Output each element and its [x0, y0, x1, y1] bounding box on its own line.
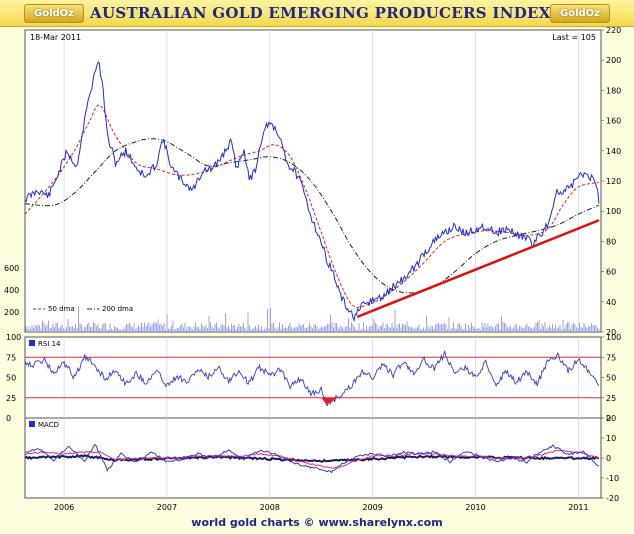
- x-tick-label: 2009: [362, 503, 382, 512]
- legend-macd: MACD: [38, 421, 59, 429]
- y-tick-label: 100: [606, 207, 621, 216]
- rsi-left-label: 75: [6, 353, 16, 362]
- y-tick-label: 140: [606, 147, 621, 156]
- x-tick-label: 2008: [260, 503, 280, 512]
- y-tick-label: 120: [606, 177, 621, 186]
- y-tick-label: 40: [606, 298, 616, 307]
- legend-50-dma: 50 dma: [48, 305, 75, 313]
- y-tick-label: 100: [606, 333, 621, 342]
- y-tick-label: 160: [606, 117, 621, 126]
- y-tick-label: -10: [606, 474, 619, 483]
- rsi-left-label: 25: [6, 394, 16, 403]
- y-tick-label: -20: [606, 494, 619, 503]
- y-tick-label: 60: [606, 268, 616, 277]
- y-tick-label: 50: [606, 374, 616, 383]
- y-tick-label: 80: [606, 237, 616, 246]
- footer-credit: world gold charts © www.sharelynx.com: [0, 516, 634, 529]
- x-tick-label: 2011: [568, 503, 588, 512]
- price-panel: [25, 30, 601, 332]
- x-tick-label: 2007: [157, 503, 177, 512]
- rsi-left-label: 50: [6, 374, 16, 383]
- volume-tick-label: 200: [4, 308, 19, 317]
- y-tick-label: 0: [606, 454, 611, 463]
- y-tick-label: 75: [606, 353, 616, 362]
- rsi-left-label: 100: [6, 333, 21, 342]
- legend-rsi: RSI 14: [38, 340, 61, 348]
- x-tick-label: 2006: [54, 503, 74, 512]
- rsi-panel: [25, 337, 601, 418]
- y-tick-label: 180: [606, 86, 621, 95]
- y-tick-label: 25: [606, 394, 616, 403]
- y-tick-label: 220: [606, 26, 621, 35]
- rsi-left-label: 0: [6, 414, 11, 423]
- y-tick-label: 20: [606, 414, 616, 423]
- volume-tick-label: 600: [4, 264, 19, 273]
- y-tick-label: 200: [606, 56, 621, 65]
- legend-200-dma: 200 dma: [102, 305, 133, 313]
- x-tick-label: 2010: [465, 503, 485, 512]
- date-label: 18-Mar 2011: [30, 33, 81, 42]
- last-value-label: Last = 105: [552, 33, 596, 42]
- y-tick-label: 10: [606, 434, 616, 443]
- volume-tick-label: 400: [4, 286, 19, 295]
